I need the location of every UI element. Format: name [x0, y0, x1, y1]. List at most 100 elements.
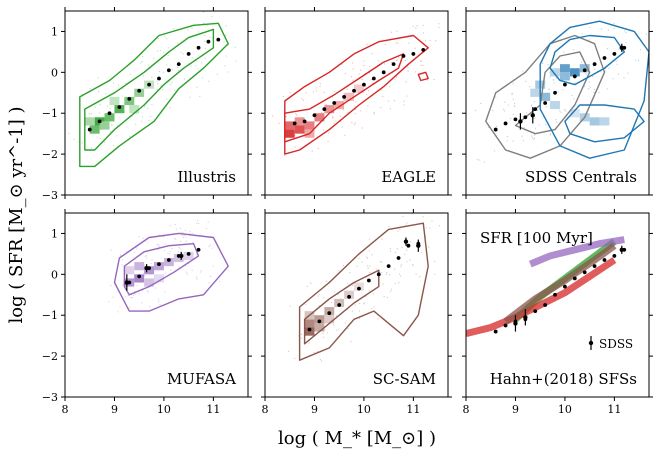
scatter-point	[420, 60, 423, 62]
heatmap-cell	[579, 64, 590, 73]
scatter-point	[402, 215, 404, 217]
scatter-point	[208, 282, 210, 284]
median-point	[216, 37, 221, 42]
scatter-point	[159, 49, 161, 51]
scatter-point	[302, 99, 304, 101]
scatter-point	[198, 222, 200, 225]
median-point	[186, 52, 191, 56]
median-point	[592, 264, 597, 269]
median-point	[317, 319, 322, 324]
scatter-point	[121, 264, 123, 266]
scatter-point	[331, 96, 334, 98]
scatter-point	[295, 113, 297, 115]
scatter-point	[176, 42, 179, 44]
scatter-point	[363, 303, 365, 305]
scatter-point	[496, 125, 498, 127]
scatter-point	[589, 26, 591, 28]
scatter-point	[205, 227, 207, 230]
scatter-point	[395, 59, 398, 62]
scatter-point	[169, 250, 171, 253]
heatmap-cell	[163, 257, 174, 267]
scatter-point	[141, 302, 143, 304]
scatter-point	[97, 77, 99, 79]
scatter-point	[398, 282, 400, 284]
scatter-point	[635, 59, 637, 61]
scatter-point	[591, 76, 594, 78]
heatmap-cell	[134, 274, 145, 283]
scatter-point	[335, 120, 337, 122]
error-bar-point	[144, 266, 149, 271]
scatter-point	[588, 81, 590, 83]
scatter-point	[388, 274, 391, 276]
scatter-point	[338, 329, 340, 331]
scatter-point	[398, 273, 401, 275]
scatter-point	[572, 49, 574, 51]
scatter-point	[504, 110, 506, 112]
scatter-point	[368, 290, 370, 292]
scatter-point	[571, 95, 573, 97]
scatter-point	[574, 82, 576, 84]
median-point	[411, 52, 416, 56]
scatter-point	[594, 68, 596, 70]
scatter-point	[344, 72, 346, 75]
scatter-point	[151, 76, 153, 78]
scatter-point	[410, 241, 412, 243]
scatter-point	[318, 293, 320, 295]
scatter-point	[533, 137, 535, 139]
heatmap-cell	[173, 253, 184, 263]
scatter-point	[131, 296, 133, 299]
scatter-point	[130, 296, 132, 299]
median-point	[87, 127, 92, 132]
scatter-point	[381, 261, 383, 263]
contour-line	[284, 34, 429, 155]
scatter-point	[506, 140, 508, 142]
x-tick-label: 10	[157, 403, 171, 416]
median-point	[376, 272, 381, 277]
scatter-point	[151, 103, 153, 106]
median-point	[493, 127, 498, 132]
scatter-point	[525, 80, 527, 83]
scatter-point	[158, 245, 161, 247]
heatmap-cell	[334, 298, 345, 308]
y-axis-label: log ( SFR [M_⊙ yr^-1] )	[6, 106, 27, 323]
scatter-point	[146, 290, 149, 292]
scatter-point	[132, 294, 135, 296]
scatter-point	[135, 123, 137, 125]
scatter-point	[545, 124, 547, 126]
scatter-point	[474, 109, 476, 111]
panel-plot-area	[68, 11, 237, 168]
scatter-point	[400, 275, 402, 277]
scatter-point	[191, 27, 193, 30]
scatter-point	[305, 303, 307, 305]
scatter-point	[344, 134, 346, 136]
contour-line	[564, 104, 645, 143]
heatmap-cell	[134, 88, 145, 97]
scatter-point	[129, 307, 131, 309]
scatter-point	[522, 139, 525, 142]
scatter-point	[606, 88, 608, 90]
scatter-point	[180, 248, 182, 250]
scatter-point	[380, 106, 382, 109]
scatter-point	[368, 65, 371, 68]
heatmap-cell	[129, 105, 140, 114]
scatter-point	[322, 336, 325, 338]
scatter-point	[278, 122, 280, 124]
scatter-point	[638, 60, 640, 62]
scatter-point	[400, 265, 402, 268]
scatter-point	[141, 116, 144, 118]
scatter-point	[534, 117, 536, 119]
heatmap-cell	[540, 92, 551, 101]
scatter-point	[358, 302, 361, 305]
scatter-point	[308, 342, 310, 344]
scatter-point	[598, 92, 600, 94]
scatter-point	[414, 71, 416, 73]
scatter-point	[382, 95, 384, 98]
scatter-point	[162, 71, 164, 73]
scatter-point	[110, 249, 112, 251]
median-point	[513, 117, 518, 122]
scatter-point	[353, 123, 355, 126]
scatter-point	[588, 87, 590, 90]
scatter-point	[153, 57, 155, 59]
scatter-point	[99, 103, 101, 106]
